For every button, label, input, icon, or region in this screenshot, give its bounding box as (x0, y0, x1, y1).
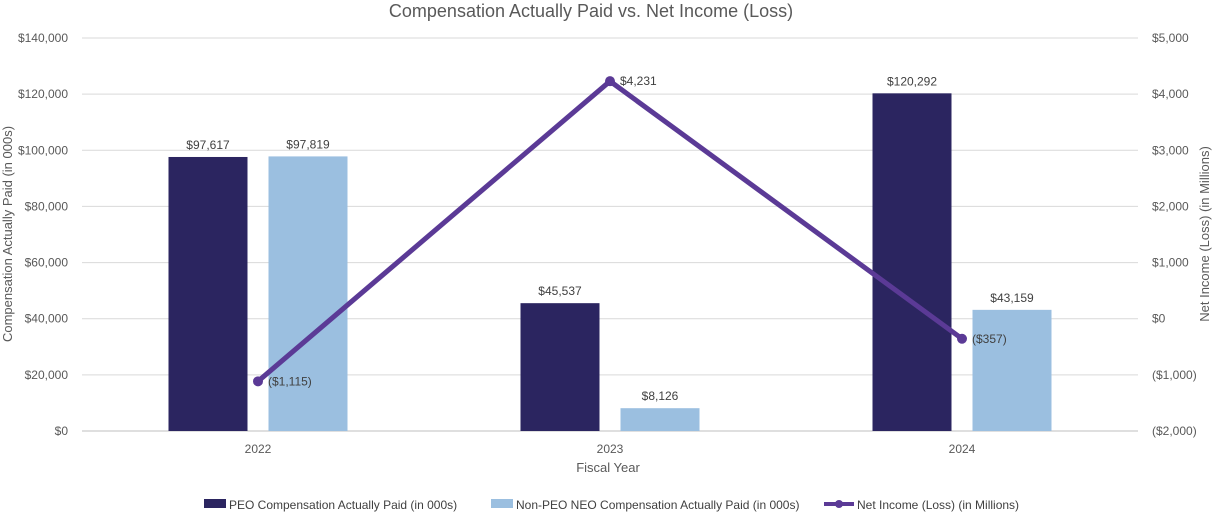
non-peo-bar (268, 156, 348, 432)
right-y-tick-label: $2,000 (1152, 199, 1189, 213)
x-tick-label: 2023 (597, 442, 624, 456)
peo-bar (168, 156, 248, 431)
legend-label: PEO Compensation Actually Paid (in 000s) (229, 498, 457, 512)
x-axis-title: Fiscal Year (576, 460, 640, 475)
line-data-label: $4,231 (620, 74, 657, 88)
chart-title: Compensation Actually Paid vs. Net Incom… (389, 1, 793, 21)
net-income-line (253, 76, 967, 387)
bar-data-label: $43,159 (990, 291, 1034, 305)
net-income-point (957, 333, 967, 344)
left-y-tick-label: $40,000 (25, 312, 69, 326)
axes: $0 $20,000 $40,000 $60,000 $80,000 $100,000 $1… (18, 31, 1197, 456)
left-y-axis-title: Compensation Actually Paid (in 000s) (0, 126, 15, 342)
bar-data-label: $8,126 (642, 389, 679, 403)
right-y-tick-label: ($2,000) (1152, 424, 1197, 438)
gridlines (82, 37, 1138, 432)
net-income-point (253, 376, 263, 387)
peo-bar (872, 93, 952, 431)
bar-data-label: $120,292 (887, 74, 937, 88)
left-y-tick-label: $60,000 (25, 256, 69, 270)
right-y-tick-label: $0 (1152, 312, 1166, 326)
non-peo-bar (972, 309, 1052, 431)
legend-swatch (491, 499, 513, 508)
right-y-tick-label: $3,000 (1152, 143, 1189, 157)
net-income-point (605, 76, 615, 87)
right-y-axis-title: Net Income (Loss) (in Millions) (1197, 146, 1212, 322)
left-y-tick-label: $80,000 (25, 199, 69, 213)
legend: PEO Compensation Actually Paid (in 000s)… (204, 498, 1019, 512)
line-data-label: ($1,115) (268, 374, 312, 388)
legend-swatch (204, 499, 226, 508)
data-labels: $97,617 $45,537 $120,292 $97,819 $8,126 $43,1… (186, 74, 1034, 403)
net-income-line-path (256, 78, 964, 384)
right-y-tick-label: $4,000 (1152, 87, 1189, 101)
x-tick-label: 2022 (245, 442, 272, 456)
legend-label: Non-PEO NEO Compensation Actually Paid (… (516, 498, 799, 512)
non-peo-bar (620, 408, 700, 431)
bars (168, 93, 1052, 432)
left-y-tick-label: $0 (55, 424, 69, 438)
x-tick-label: 2024 (949, 442, 976, 456)
bar-data-label: $97,819 (286, 137, 330, 151)
line-data-label: ($357) (972, 332, 1007, 346)
right-y-tick-label: $1,000 (1152, 256, 1189, 270)
legend-label: Net Income (Loss) (in Millions) (857, 498, 1019, 512)
bar-data-label: $45,537 (538, 284, 582, 298)
right-y-tick-label: ($1,000) (1152, 368, 1197, 382)
peo-bar (520, 303, 600, 431)
left-y-tick-label: $140,000 (18, 31, 68, 45)
legend-marker (835, 500, 843, 508)
bar-data-label: $97,617 (186, 138, 230, 152)
left-y-tick-label: $100,000 (18, 143, 68, 157)
right-y-tick-label: $5,000 (1152, 31, 1189, 45)
left-y-tick-label: $120,000 (18, 87, 68, 101)
left-y-tick-label: $20,000 (25, 368, 69, 382)
